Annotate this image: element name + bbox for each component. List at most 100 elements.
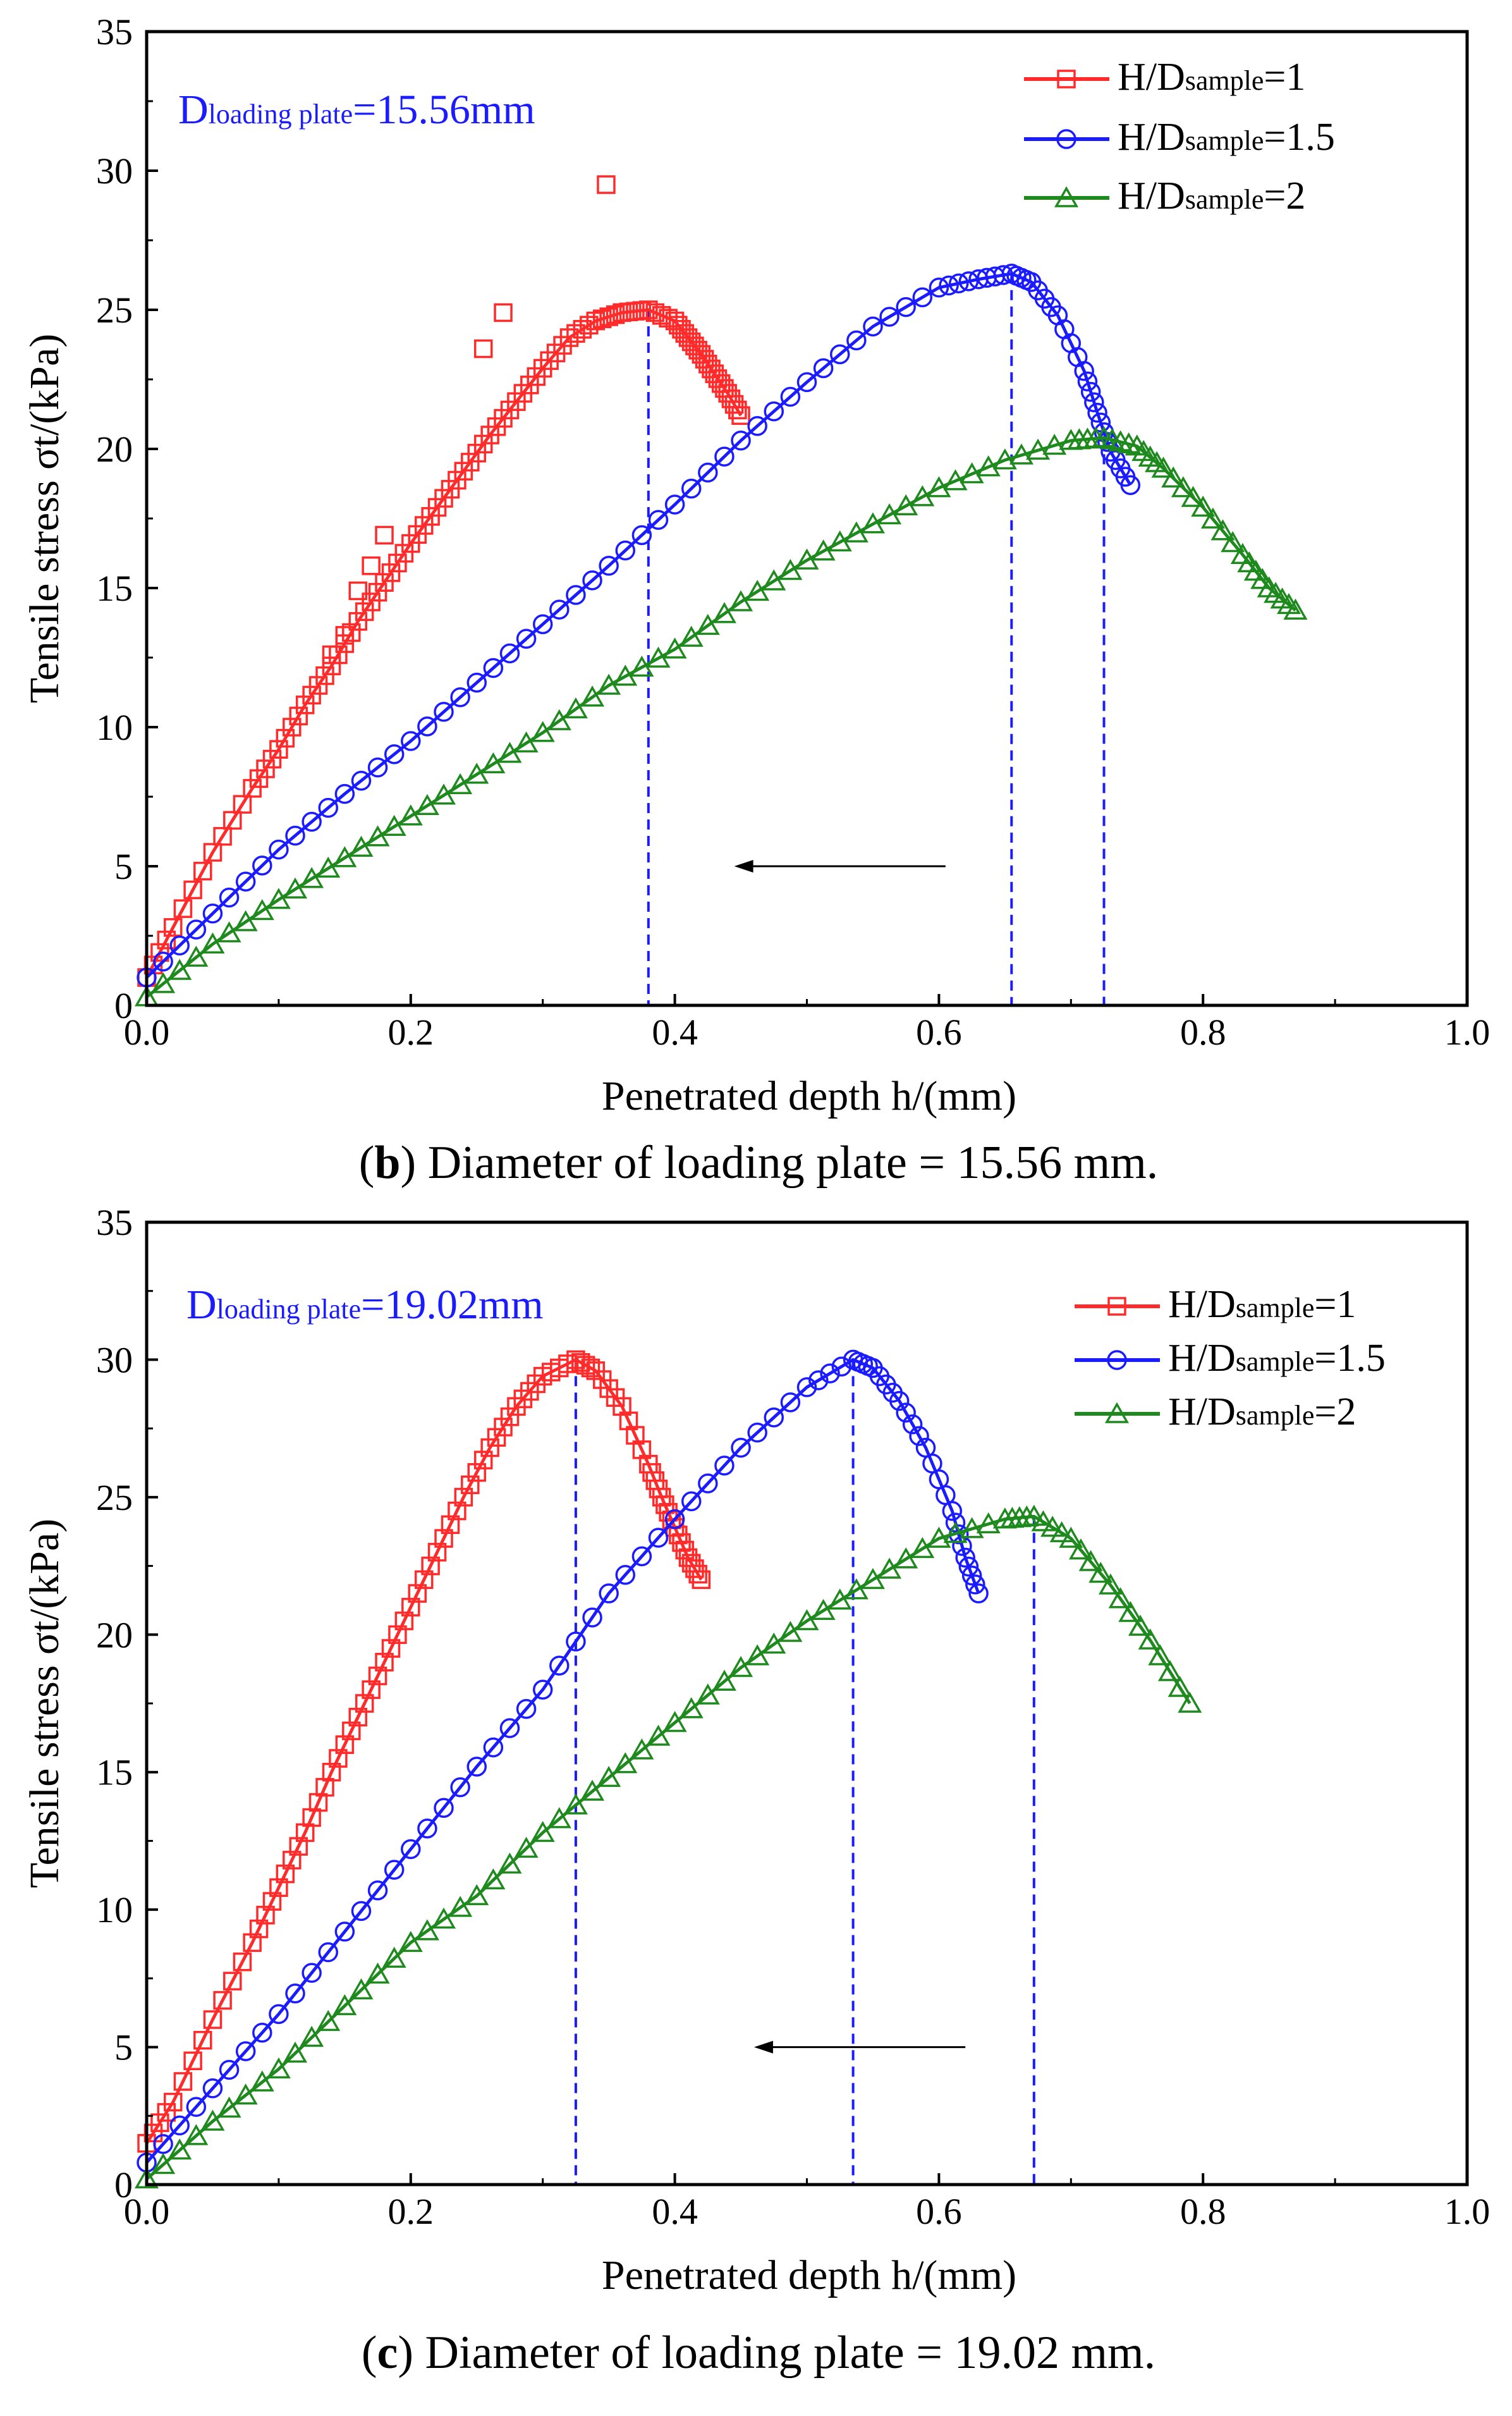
chart-b-series-2-point bbox=[483, 658, 504, 678]
chart-b-legend-marker-2 bbox=[1056, 129, 1076, 149]
chart-c-series-3-point bbox=[1108, 1587, 1133, 1609]
chart-c-series-2-point bbox=[796, 1377, 817, 1397]
chart-c-series-1-point bbox=[322, 1762, 341, 1782]
chart-b-series-3-point bbox=[316, 856, 341, 878]
chart-c-series-3-point bbox=[1021, 1504, 1046, 1526]
chart-c-series-1-point bbox=[233, 1953, 252, 1971]
chart-c-series-1-point bbox=[408, 1584, 427, 1603]
chart-c-series-3-point bbox=[927, 1526, 951, 1548]
chart-c-series-2-point bbox=[153, 2134, 173, 2154]
chart-b-series-2-point bbox=[235, 871, 256, 892]
chart-b-series-1-outlier bbox=[348, 581, 367, 601]
chart-c-annotation-main: D bbox=[186, 1282, 217, 1328]
chart-b-series-1-point bbox=[348, 612, 367, 631]
chart-b-axis-ticks: 0.0 0.2 0.4 0.6 0.8 1.0 0 5 10 15 20 25 30 35 bbox=[96, 11, 1490, 1053]
chart-c-series-2-point bbox=[219, 2059, 240, 2080]
chart-b-series-1-point bbox=[164, 918, 183, 937]
chart-c-series-3-point bbox=[465, 1884, 489, 1906]
chart-b-series-1-point bbox=[315, 666, 334, 685]
chart-b-series-2-point bbox=[384, 744, 405, 764]
chart-b-series-2-point bbox=[417, 716, 437, 737]
chart-c-series-2-point bbox=[902, 1414, 923, 1435]
chart-b-series-2-point bbox=[731, 431, 751, 451]
chart-c-series-3-point bbox=[497, 1852, 522, 1874]
chart-c-series-3-point bbox=[910, 1536, 935, 1559]
chart-b-y-tick-label: 5 bbox=[114, 846, 133, 887]
chart-c-series-2-point bbox=[714, 1456, 735, 1476]
chart-c-series-2-point bbox=[516, 1698, 537, 1719]
chart-c-series-1-point bbox=[401, 1598, 420, 1617]
chart-b-series-1-point bbox=[283, 718, 302, 737]
chart-b-legend-item-2: H/Dsample=1.5 bbox=[1024, 116, 1335, 159]
chart-b-series-2-point bbox=[829, 344, 850, 365]
chart-c-series-1-point bbox=[576, 1356, 595, 1375]
chart-c-series-3-point bbox=[597, 1765, 621, 1787]
chart-b-series-2-point bbox=[863, 316, 883, 337]
chart-b-series-1-point bbox=[711, 374, 731, 393]
chart-c-series-3-point bbox=[960, 1517, 984, 1538]
chart-c-series-3-point bbox=[811, 1598, 836, 1620]
chart-c-series-1-point bbox=[494, 1418, 513, 1437]
chart-c-series-3-point bbox=[613, 1752, 638, 1774]
chart-b-series-1-point bbox=[715, 379, 734, 398]
chart-c-series-1-point bbox=[302, 1808, 321, 1827]
chart-c-series-1-point bbox=[308, 1793, 328, 1812]
chart-c-series-3-point bbox=[1118, 1600, 1143, 1622]
chart-b-y-axis-label: Tensile stress σt/(kPa) bbox=[21, 334, 68, 704]
chart-b-series-3-point bbox=[1221, 530, 1245, 553]
chart-b-legend-label-1: H/Dsample=1 bbox=[1118, 56, 1305, 99]
chart-b-series-1-point bbox=[269, 740, 288, 759]
chart-c-series-1 bbox=[137, 1350, 711, 2153]
chart-b-series-3-point bbox=[712, 602, 736, 623]
chart-b-loading-plate-annotation: Dloading plate=15.56mm bbox=[178, 87, 535, 133]
chart-b-series-3-point bbox=[300, 867, 324, 888]
chart-b-series-1-point bbox=[375, 573, 394, 592]
chart-b-annotation-main: D bbox=[178, 87, 209, 133]
chart-b-series-3-point bbox=[1210, 519, 1235, 541]
chart-c-series-1-point bbox=[335, 1735, 355, 1754]
chart-b-series-2-point bbox=[879, 307, 899, 327]
chart-b-y-tick-label: 0 bbox=[114, 985, 133, 1026]
chart-b-series-3-line bbox=[145, 436, 1297, 998]
chart-c-series-1-point bbox=[441, 1515, 460, 1535]
chart-c-series-2-point bbox=[401, 1839, 421, 1860]
chart-c-series-1-point bbox=[368, 1666, 387, 1686]
chart-b-series-3 bbox=[134, 426, 1308, 1007]
chart-b-series-3-point bbox=[200, 932, 225, 954]
chart-b-series-2-point bbox=[664, 494, 685, 515]
chart-c-series-2-point bbox=[466, 1757, 487, 1777]
chart-b-series bbox=[134, 175, 1308, 1007]
chart-b-series-3-point bbox=[497, 742, 522, 763]
chart-b-series-1-point bbox=[183, 880, 202, 900]
chart-b-series-3-point bbox=[217, 921, 241, 943]
chart-b-series-1-outlier bbox=[335, 626, 355, 645]
chart-c-series-3-point bbox=[762, 1632, 786, 1654]
chart-c-series-2-point bbox=[566, 1631, 586, 1652]
chart-b-series-3-point bbox=[745, 579, 770, 601]
chart-b-series-3-point bbox=[233, 910, 258, 931]
chart-b-series-1-point bbox=[295, 696, 315, 714]
chart-b-series-2-point bbox=[846, 330, 867, 351]
chart-b-series-2-point bbox=[1087, 403, 1107, 423]
chart-b-series-2-point bbox=[929, 278, 949, 298]
chart-c-series-3-point bbox=[1078, 1550, 1103, 1571]
chart-c-series-3-point bbox=[695, 1683, 720, 1705]
chart-b-series-2-point bbox=[401, 731, 421, 751]
chart-b-x-tick-label: 1.0 bbox=[1444, 1012, 1491, 1053]
chart-c-series-2-point bbox=[747, 1422, 767, 1443]
chart-c-series-3-point bbox=[530, 1820, 555, 1843]
chart-b-series-3-point bbox=[679, 625, 704, 647]
chart-c-series bbox=[134, 1349, 1202, 2189]
chart-b-series-2-point bbox=[747, 415, 767, 436]
chart-b-series-2-point bbox=[532, 614, 553, 634]
chart-b-series-3-point bbox=[943, 469, 968, 491]
chart-c-series-2-point bbox=[965, 1574, 985, 1595]
chart-c-x-tick-label: 0.0 bbox=[124, 2191, 170, 2232]
chart-c-series-3-point bbox=[580, 1779, 605, 1801]
chart-c-series-1-point bbox=[362, 1680, 381, 1700]
chart-c-series-3-point bbox=[233, 2083, 258, 2105]
chart-c-y-tick-label: 10 bbox=[96, 1889, 133, 1930]
chart-c-series-3-point bbox=[151, 2152, 176, 2174]
chart-c-series-1-point bbox=[183, 2051, 202, 2071]
